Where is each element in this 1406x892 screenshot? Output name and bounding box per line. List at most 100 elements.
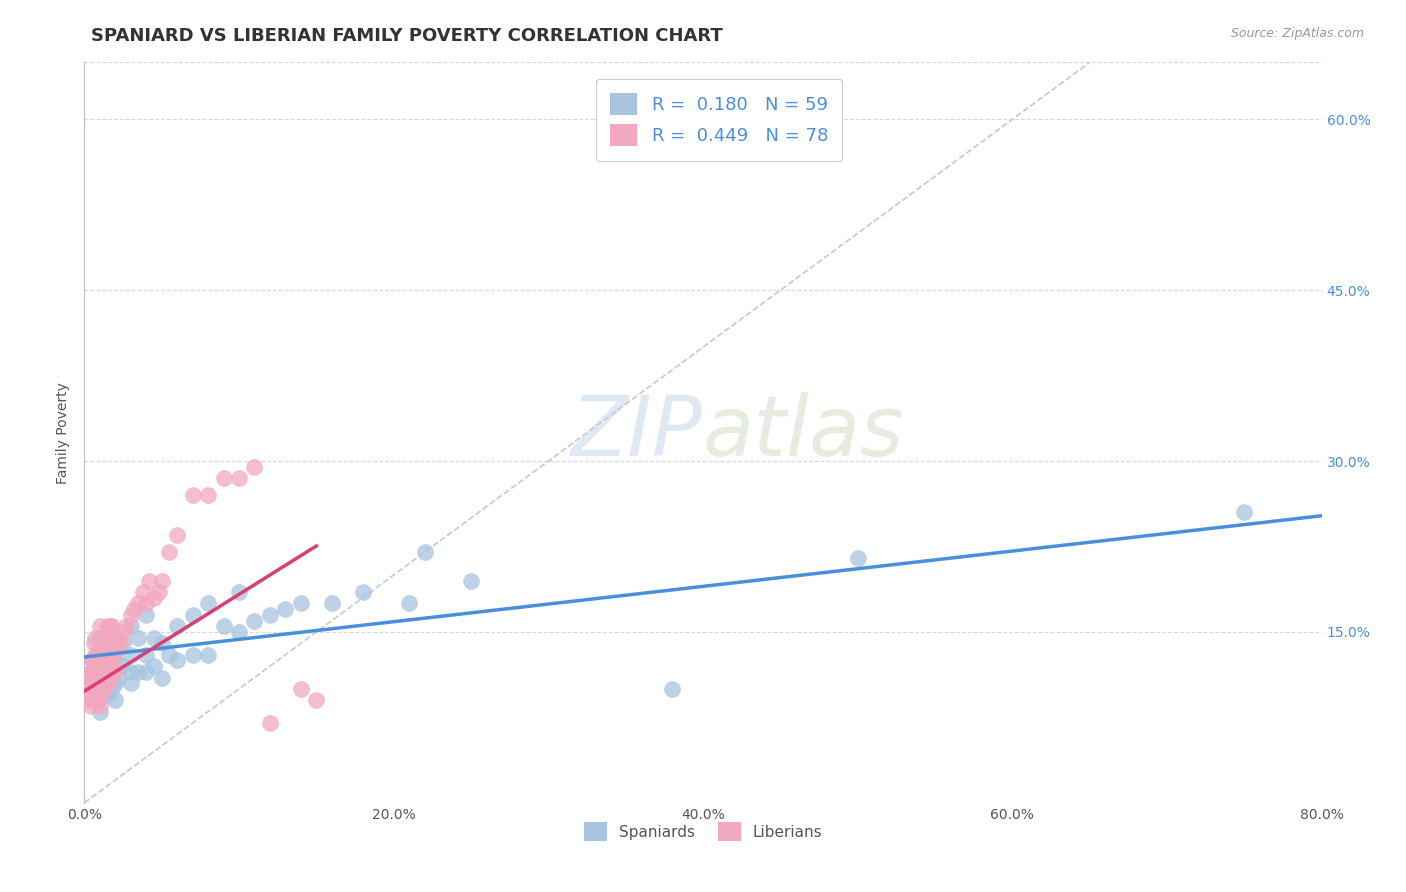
Point: [82, 653, 104, 667]
Point: [101, 659, 124, 673]
Point: [661, 681, 683, 696]
Point: [84, 631, 107, 645]
Point: [104, 693, 127, 707]
Point: [150, 574, 173, 588]
Point: [89, 619, 111, 633]
Point: [150, 671, 173, 685]
Point: [89, 642, 111, 657]
Point: [94, 648, 117, 662]
Text: atlas: atlas: [703, 392, 904, 473]
Point: [181, 488, 204, 502]
Point: [112, 624, 135, 639]
Point: [89, 642, 111, 657]
Point: [96, 642, 118, 657]
Point: [93, 659, 115, 673]
Point: [96, 676, 118, 690]
Point: [90, 688, 112, 702]
Point: [103, 648, 125, 662]
Point: [143, 659, 166, 673]
Point: [243, 459, 266, 474]
Point: [94, 671, 117, 685]
Point: [91, 659, 114, 673]
Point: [77, 681, 100, 696]
Point: [132, 585, 155, 599]
Point: [104, 676, 127, 690]
Point: [1233, 505, 1256, 519]
Point: [79, 698, 101, 713]
Point: [104, 665, 127, 679]
Point: [98, 648, 121, 662]
Point: [120, 619, 142, 633]
Point: [120, 676, 142, 690]
Text: SPANIARD VS LIBERIAN FAMILY POVERTY CORRELATION CHART: SPANIARD VS LIBERIAN FAMILY POVERTY CORR…: [91, 27, 723, 45]
Point: [87, 693, 110, 707]
Point: [135, 597, 157, 611]
Point: [143, 591, 166, 605]
Point: [89, 665, 111, 679]
Point: [120, 648, 142, 662]
Point: [135, 648, 157, 662]
Point: [89, 705, 111, 719]
Point: [87, 648, 110, 662]
Point: [83, 653, 105, 667]
Point: [96, 688, 118, 702]
Point: [96, 659, 118, 673]
Point: [82, 665, 104, 679]
Point: [143, 631, 166, 645]
Point: [90, 642, 112, 657]
Point: [84, 681, 107, 696]
Point: [105, 642, 128, 657]
Point: [79, 681, 101, 696]
Point: [76, 693, 98, 707]
Point: [120, 607, 142, 622]
Point: [274, 602, 297, 616]
Point: [87, 671, 110, 685]
Text: ZIP: ZIP: [571, 392, 703, 473]
Point: [101, 619, 124, 633]
Point: [83, 636, 105, 650]
Point: [107, 671, 129, 685]
Point: [91, 681, 114, 696]
Point: [148, 585, 170, 599]
Point: [135, 665, 157, 679]
Point: [150, 636, 173, 650]
Point: [197, 597, 219, 611]
Point: [82, 665, 104, 679]
Point: [115, 619, 138, 633]
Point: [89, 653, 111, 667]
Point: [127, 597, 149, 611]
Point: [83, 671, 105, 685]
Point: [89, 681, 111, 696]
Point: [89, 653, 111, 667]
Point: [90, 665, 112, 679]
Point: [166, 528, 188, 542]
Point: [86, 648, 108, 662]
Point: [91, 631, 114, 645]
Point: [460, 574, 482, 588]
Point: [259, 716, 281, 731]
Legend: Spaniards, Liberians: Spaniards, Liberians: [578, 816, 828, 847]
Point: [91, 688, 114, 702]
Point: [82, 676, 104, 690]
Point: [197, 488, 219, 502]
Point: [181, 648, 204, 662]
Point: [846, 550, 869, 565]
Point: [104, 636, 127, 650]
Point: [96, 653, 118, 667]
Point: [89, 681, 111, 696]
Point: [413, 545, 436, 559]
Point: [86, 676, 108, 690]
Point: [166, 653, 188, 667]
Point: [290, 597, 312, 611]
Point: [127, 631, 149, 645]
Point: [138, 574, 160, 588]
Point: [101, 659, 124, 673]
Point: [159, 545, 180, 559]
Point: [305, 693, 328, 707]
Point: [89, 631, 111, 645]
Point: [100, 631, 122, 645]
Point: [166, 619, 188, 633]
Point: [96, 676, 118, 690]
Y-axis label: Family Poverty: Family Poverty: [56, 382, 70, 483]
Point: [82, 653, 104, 667]
